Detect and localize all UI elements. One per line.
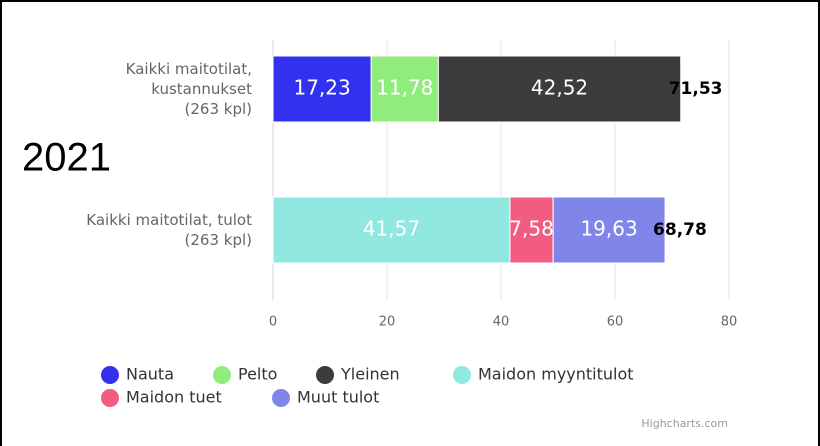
x-tick-label: 40 [493,315,510,330]
total-label: 68,78 [653,220,707,240]
bar-segment [437,55,682,123]
x-tick-label: 20 [379,315,396,330]
legend-swatch [101,366,119,384]
x-tick-label: 0 [269,315,277,330]
legend-label: Maidon tuet [126,388,222,407]
x-tick-label: 60 [607,315,624,330]
bar-segment [272,196,511,264]
legend-swatch [272,389,290,407]
total-label: 71,53 [669,79,723,99]
y-tick-label: Kaikki maitotilat, tulot (263 kpl) [86,211,252,249]
legend-swatch [453,366,471,384]
data-label: 11,78 [376,76,433,100]
category-line: Kaikki maitotilat, [126,60,252,78]
credit: Highcharts.com [641,417,728,430]
bar-segment [509,196,554,264]
data-label: 41,57 [363,217,420,241]
legend-label: Pelto [238,365,277,384]
legend-label: Yleinen [340,365,400,384]
legend-swatch [316,366,334,384]
y-tick-label: Kaikki maitotilat, kustannukset (263 kpl) [126,60,252,118]
category-line: (263 kpl) [185,231,252,249]
category-line: Kaikki maitotilat, tulot [86,211,252,229]
annotation: 2021 [22,136,111,180]
category-line: kustannukset [151,80,252,98]
legend-label: Muut tulot [297,388,379,407]
category-line: (263 kpl) [185,100,252,118]
data-label: 42,52 [531,76,588,100]
bar-segment [552,196,666,264]
legend-swatch [101,389,119,407]
legend-swatch [213,366,231,384]
x-tick-label: 80 [721,315,738,330]
legend-label: Nauta [126,365,174,384]
data-label: 17,23 [293,76,350,100]
data-label: 19,63 [580,217,637,241]
legend-label: Maidon myyntitulot [478,365,634,384]
data-label: 7,58 [509,217,554,241]
